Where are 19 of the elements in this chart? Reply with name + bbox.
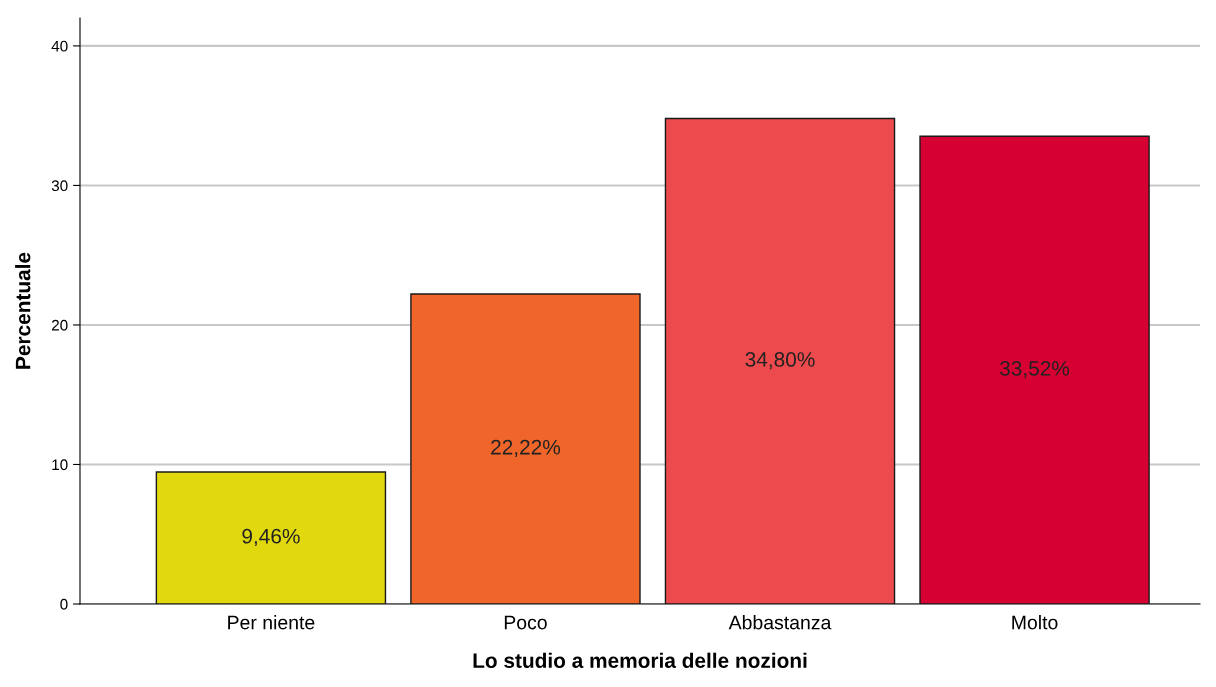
- data-label: 22,22%: [491, 439, 561, 458]
- bar: [664, 117, 896, 604]
- y-axis-title: Percentuale: [15, 252, 31, 369]
- bar: [919, 135, 1150, 604]
- bar: [410, 293, 641, 604]
- y-tick-label: 40: [51, 40, 68, 52]
- data-label: 9,46%: [242, 528, 300, 547]
- data-label: 34,80%: [745, 352, 815, 370]
- y-tick-label: 30: [51, 180, 68, 192]
- x-axis-title: Lo studio a memoria delle nozioni: [473, 652, 807, 668]
- y-tick-label: 10: [52, 459, 68, 471]
- y-tick-label: 0: [60, 598, 68, 610]
- x-tick-label: Poco: [504, 615, 547, 630]
- bar: [155, 471, 387, 604]
- y-tick-label: 20: [51, 319, 68, 331]
- x-tick-label: Molto: [1012, 615, 1058, 630]
- x-tick-label: Abbastanza: [728, 615, 832, 630]
- x-tick-label: Per niente: [228, 615, 315, 630]
- data-label: 33,52%: [1000, 361, 1070, 379]
